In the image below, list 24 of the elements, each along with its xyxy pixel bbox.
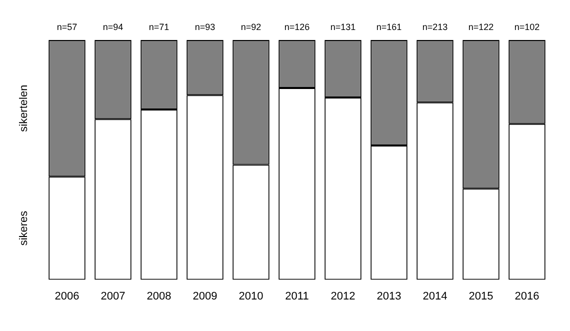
x-tick-label: 2013 bbox=[376, 290, 402, 302]
x-tick-label: 2016 bbox=[514, 290, 540, 302]
x-tick-label: 2009 bbox=[192, 290, 218, 302]
text: n=92 bbox=[240, 22, 262, 32]
x-tick-label: 2007 bbox=[100, 290, 126, 302]
x-tick-label: 2011 bbox=[285, 290, 309, 302]
text: sikertelen bbox=[18, 84, 30, 132]
text: n=102 bbox=[514, 22, 540, 32]
text: n=213 bbox=[422, 22, 448, 32]
x-tick-label: 2012 bbox=[330, 290, 356, 302]
text: n=94 bbox=[102, 22, 124, 32]
text: sikeres bbox=[18, 210, 30, 246]
x-tick-label: 2010 bbox=[238, 290, 264, 302]
x-tick-label: 2015 bbox=[468, 290, 494, 302]
x-tick-label: 2014 bbox=[422, 290, 448, 302]
text: n=161 bbox=[376, 22, 402, 32]
text: n=93 bbox=[194, 22, 216, 32]
x-tick-label: 2006 bbox=[54, 290, 80, 302]
text: n=126 bbox=[284, 22, 310, 32]
text: n=71 bbox=[148, 22, 170, 32]
text: n=122 bbox=[468, 22, 494, 32]
text: n=57 bbox=[56, 22, 78, 32]
x-tick-label: 2008 bbox=[146, 290, 172, 302]
text: n=131 bbox=[330, 22, 356, 32]
